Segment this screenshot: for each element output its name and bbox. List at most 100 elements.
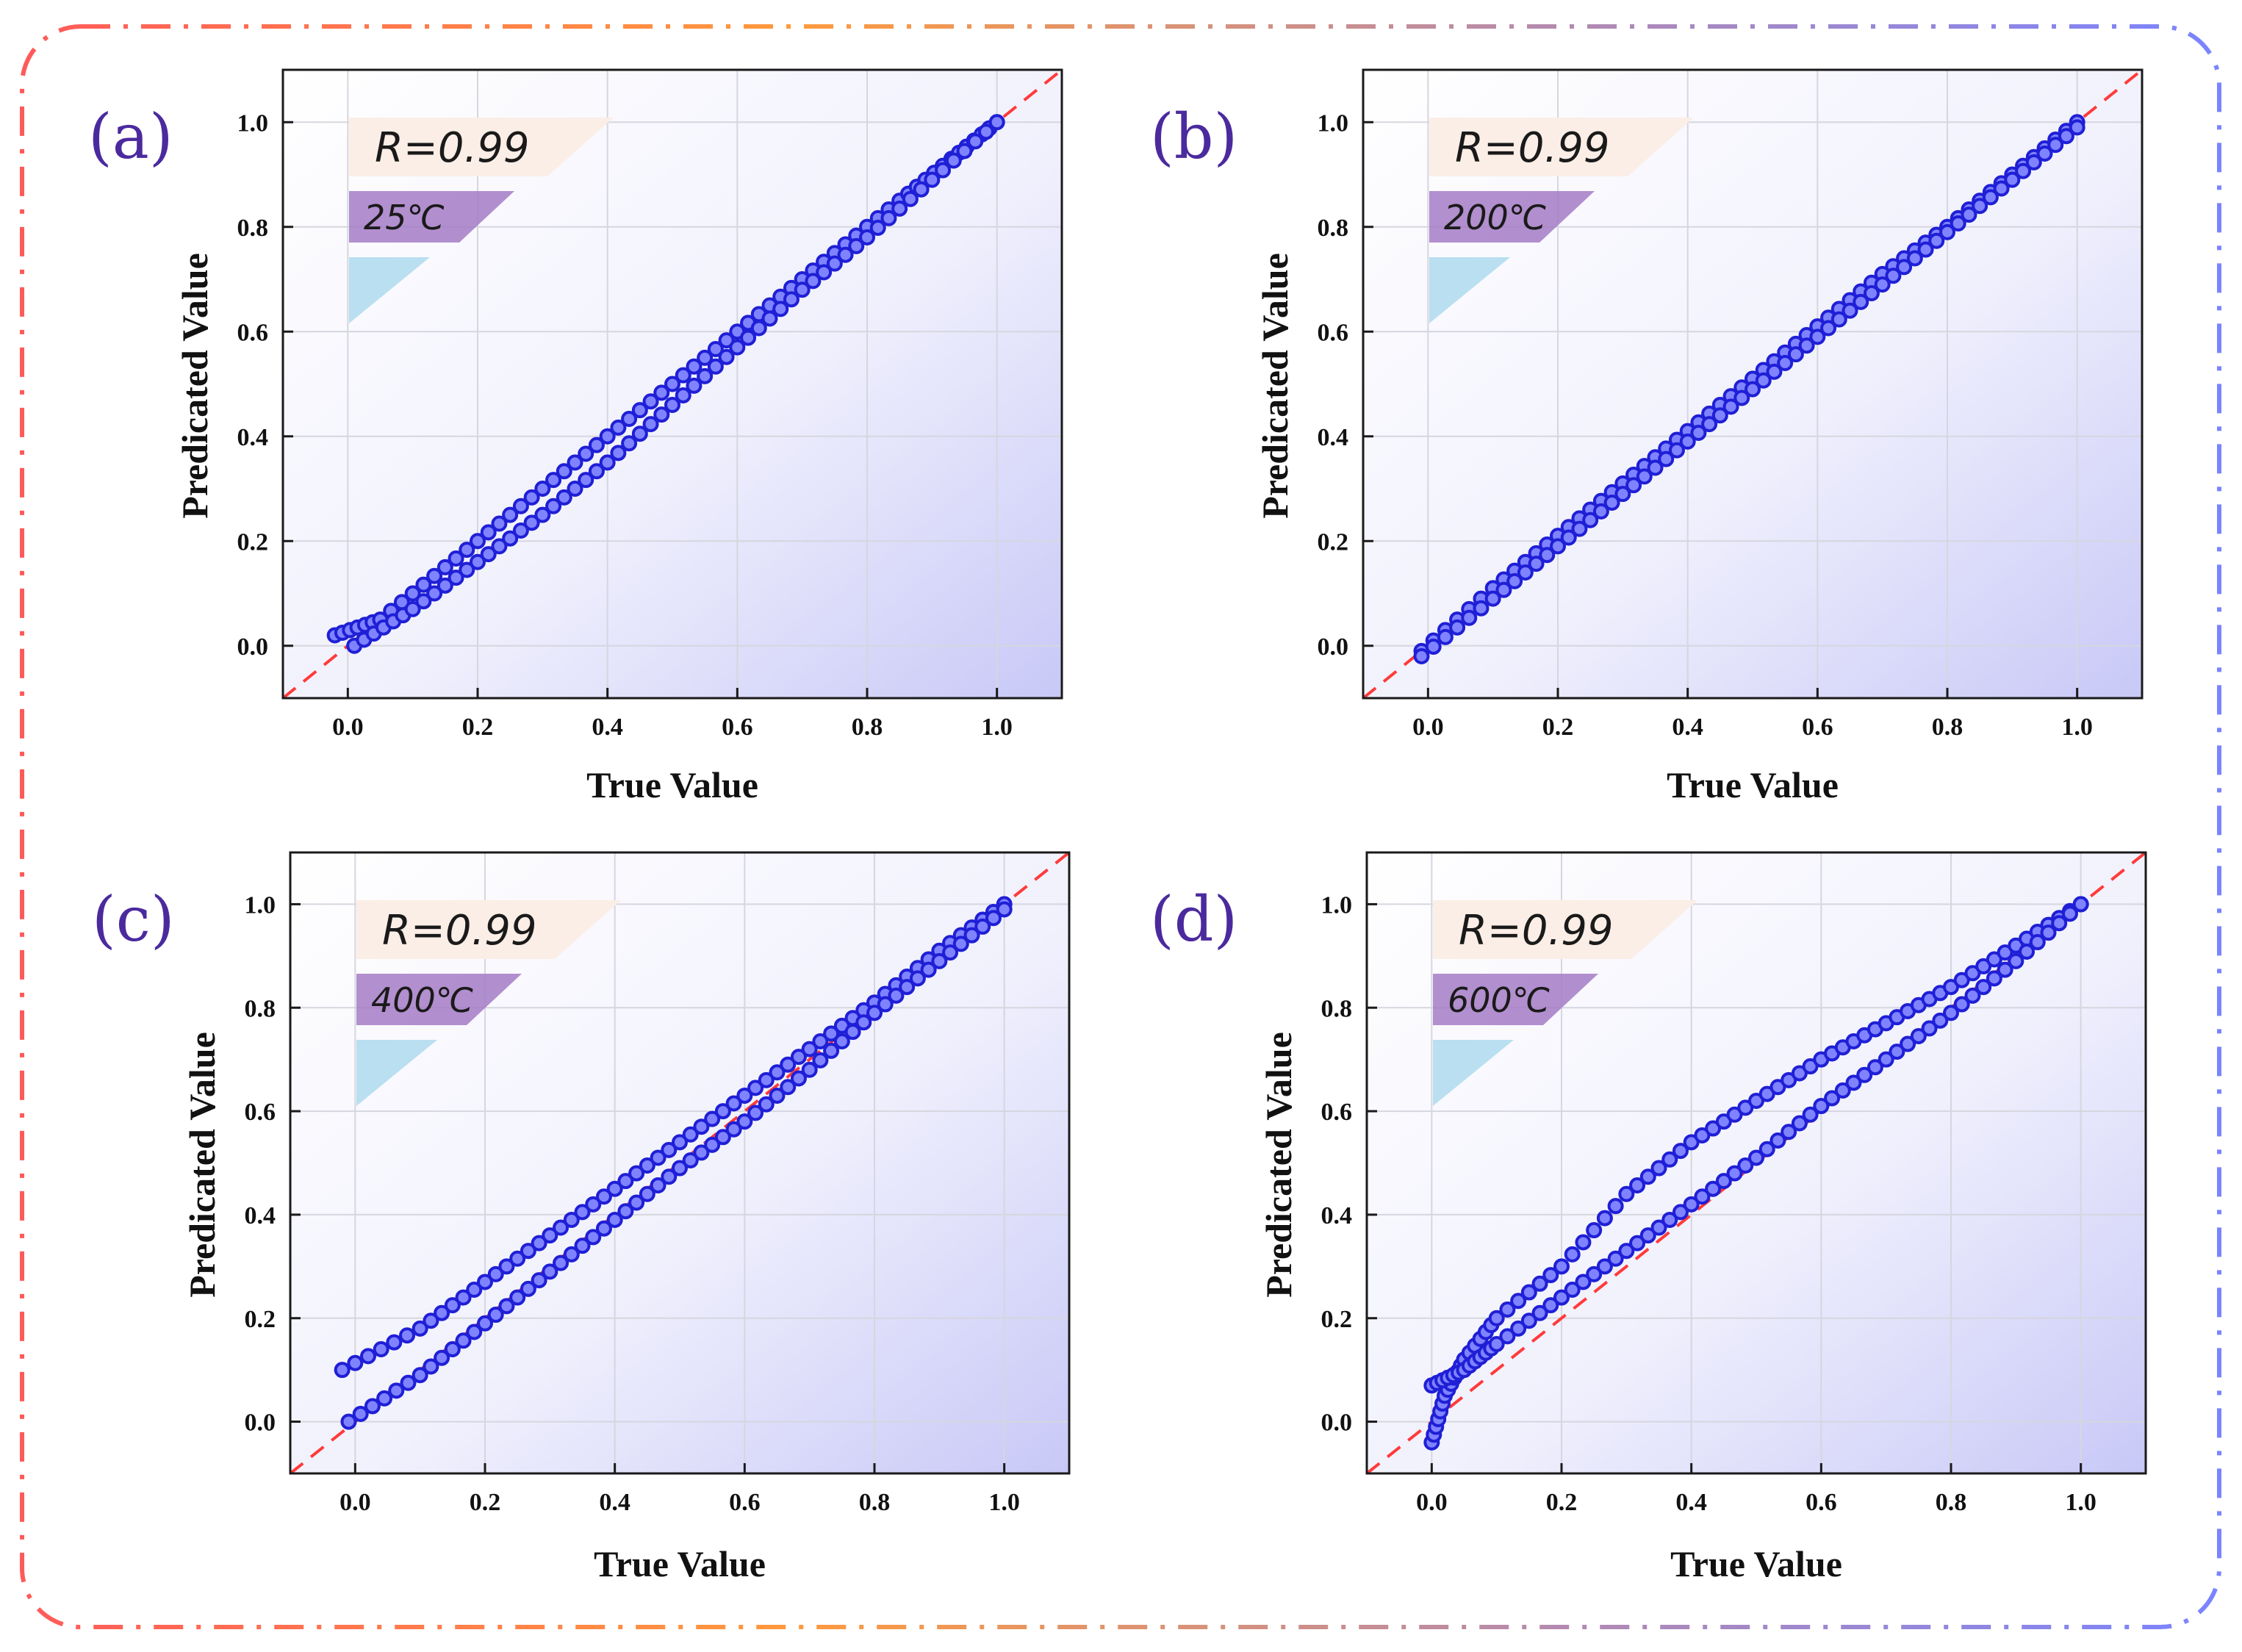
data-point — [1661, 1151, 1678, 1168]
data-point — [805, 273, 822, 290]
temp-banner — [1433, 974, 1598, 1025]
data-point — [512, 498, 529, 514]
data-point — [823, 1042, 840, 1059]
data-point — [1528, 556, 1545, 572]
data-point — [880, 209, 897, 226]
y-tick-label: 0.6 — [237, 319, 269, 346]
x-tick-label: 0.4 — [599, 1489, 630, 1516]
data-point — [412, 1367, 428, 1384]
data-point — [556, 489, 572, 506]
data-point — [502, 530, 519, 547]
panel-c: 0.0 0.2 0.4 0.6 0.8 1.0 0.0 0.2 0.4 0.6 0.8 1.0 True… — [92, 851, 1071, 1584]
data-point — [653, 384, 670, 401]
data-point — [891, 200, 908, 217]
temp-banner — [1429, 191, 1595, 243]
data-point — [909, 970, 926, 987]
data-point — [423, 1358, 439, 1375]
data-point — [718, 348, 735, 365]
data-point — [1625, 477, 1642, 494]
data-point — [833, 1033, 850, 1050]
data-point — [628, 1194, 645, 1211]
blue-banner — [349, 257, 430, 323]
data-point — [1564, 1246, 1581, 1263]
data-point — [1618, 1243, 1635, 1260]
data-point — [578, 472, 594, 489]
r-banner — [1433, 900, 1697, 959]
data-point — [935, 162, 952, 179]
data-point — [642, 416, 659, 433]
data-point — [1766, 363, 1783, 380]
data-point — [487, 1307, 504, 1324]
data-point — [1607, 1198, 1624, 1215]
data-point — [1499, 1328, 1516, 1345]
data-point — [470, 553, 486, 570]
dashed-frame — [20, 24, 2221, 1629]
data-point — [1932, 1012, 1949, 1029]
data-point — [617, 1203, 634, 1220]
data-point — [563, 1246, 580, 1263]
data-point — [621, 435, 638, 452]
y-axis-title: Predicated Value — [182, 1032, 223, 1298]
data-point — [578, 445, 594, 462]
data-point — [740, 329, 757, 346]
grid — [1363, 70, 2142, 698]
data-point — [675, 387, 691, 403]
data-point — [826, 255, 843, 272]
data-point — [444, 1341, 461, 1357]
data-point — [520, 1243, 536, 1260]
data-point — [574, 1204, 591, 1221]
data-point — [1636, 468, 1653, 485]
y-tick-label: 1.0 — [237, 109, 269, 137]
y-tick-label: 1.0 — [1318, 109, 1349, 137]
data-point — [924, 171, 941, 188]
data-point — [352, 1406, 369, 1423]
data-point — [758, 1096, 775, 1113]
data-point — [444, 1297, 461, 1314]
x-tick-label: 0.0 — [1416, 1489, 1448, 1516]
data-point — [480, 524, 497, 541]
data-point — [606, 1180, 623, 1197]
data-point — [1488, 1310, 1505, 1326]
data-point — [899, 979, 916, 996]
data-point — [1824, 1090, 1841, 1107]
y-tick-label: 0.0 — [245, 1409, 276, 1437]
data-point — [610, 445, 627, 462]
data-point — [520, 1280, 536, 1297]
data-point — [1542, 1267, 1559, 1284]
data-point — [790, 1070, 807, 1087]
data-point — [1484, 590, 1501, 607]
y-tick-label: 0.2 — [1321, 1306, 1353, 1333]
data-point — [1755, 372, 1772, 389]
series-1 — [1423, 896, 2089, 1394]
data-point — [400, 1374, 417, 1391]
data-point — [642, 393, 659, 410]
data-point — [376, 1390, 393, 1407]
data-point — [1711, 407, 1728, 424]
data-point — [1802, 1106, 1819, 1123]
data-point — [512, 522, 529, 539]
x-tick-label: 0.2 — [470, 1489, 501, 1516]
y-tick-label: 0.2 — [1318, 528, 1349, 556]
data-point — [761, 310, 778, 327]
data-point — [567, 481, 583, 497]
data-point — [2004, 171, 2021, 188]
x-tick-label: 0.4 — [1675, 1489, 1707, 1516]
panel-label: (c) — [92, 883, 175, 955]
data-point — [459, 542, 475, 559]
data-point — [491, 538, 508, 555]
data-point — [556, 463, 572, 480]
series-1 — [340, 901, 1013, 1430]
r-value-label: R=0.99 — [375, 124, 530, 172]
x-tick-label: 0.6 — [729, 1489, 761, 1516]
data-point — [1781, 1124, 1797, 1141]
data-point — [859, 229, 875, 245]
y-axis-title: Predicated Value — [1258, 1032, 1299, 1298]
x-tick-label: 0.8 — [852, 714, 883, 741]
x-tick-label: 0.6 — [1802, 714, 1833, 741]
data-point — [1900, 1035, 1916, 1052]
series-1 — [1413, 119, 2085, 664]
y-tick-label: 0.6 — [1318, 319, 1349, 346]
data-point — [448, 550, 464, 567]
data-point — [747, 1080, 764, 1096]
data-point — [466, 1282, 483, 1299]
